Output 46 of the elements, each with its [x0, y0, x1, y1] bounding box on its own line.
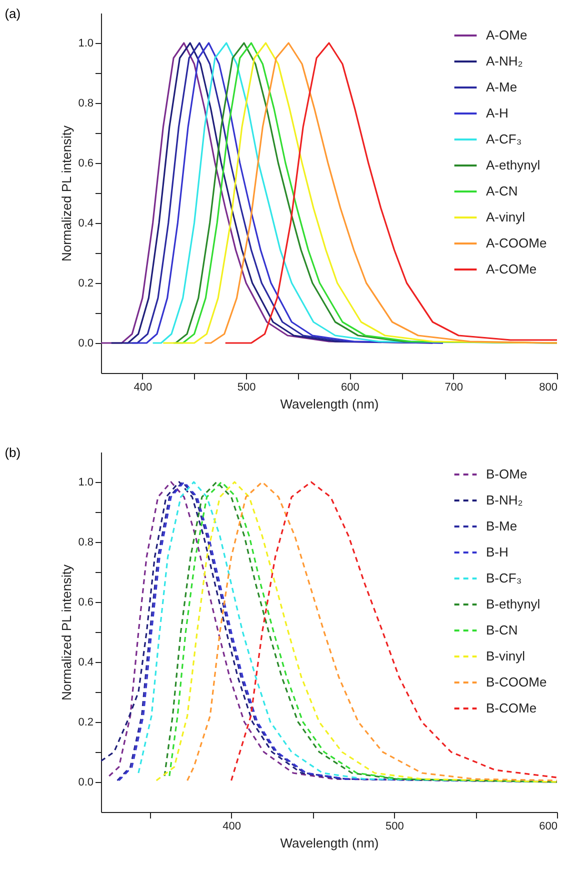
legend-label: A-CF₃: [486, 132, 522, 146]
legend-label: B-vinyl: [486, 648, 526, 664]
chart-title: (a): [4, 6, 21, 21]
y-tick-label: 0.6: [78, 158, 94, 170]
y-tick-label: 0.0: [78, 776, 94, 788]
x-tick-label: 700: [444, 382, 464, 394]
y-tick-label: 1.0: [78, 476, 94, 488]
x-tick-label: 600: [341, 382, 360, 394]
y-tick-label: 0.0: [78, 338, 94, 350]
legend-label: A-NH₂: [486, 54, 523, 68]
y-tick-label: 0.8: [78, 536, 94, 548]
chart-title: (b): [4, 445, 21, 460]
legend-label: B-ethynyl: [486, 596, 540, 612]
x-tick-label: 400: [134, 382, 152, 394]
legend-label: A-ethynyl: [486, 158, 540, 172]
legend-label: A-Me: [486, 80, 518, 94]
y-tick-label: 0.4: [78, 656, 94, 668]
legend-label: B-H: [486, 544, 508, 560]
x-tick-label: 500: [385, 820, 404, 832]
y-tick-label: 0.4: [78, 218, 94, 230]
legend-label: A-OMe: [486, 28, 528, 42]
x-axis-title: Wavelength (nm): [280, 836, 379, 850]
x-tick-label: 600: [539, 820, 558, 832]
legend-label: B-CN: [486, 622, 518, 638]
x-axis-title: Wavelength (nm): [280, 396, 379, 412]
y-tick-label: 1.0: [78, 38, 94, 50]
y-tick-label: 0.2: [78, 716, 94, 728]
y-tick-label: 0.8: [78, 98, 94, 110]
legend-label: A-H: [486, 106, 508, 120]
x-tick-label: 400: [222, 820, 241, 832]
legend-label: A-COMe: [486, 262, 537, 276]
legend-label: B-COOMe: [486, 674, 547, 690]
legend-label: B-OMe: [486, 466, 528, 482]
y-tick-label: 0.2: [78, 278, 94, 290]
legend-label: A-vinyl: [486, 210, 526, 224]
legend-label: B-CF₃: [486, 570, 522, 586]
legend-label: B-NH₂: [486, 492, 523, 508]
y-tick-label: 0.6: [78, 596, 94, 608]
legend-label: B-COMe: [486, 700, 537, 716]
x-tick-label: 800: [539, 382, 558, 394]
legend-label: B-Me: [486, 518, 518, 534]
legend-label: A-COOMe: [486, 236, 547, 250]
y-axis-title: Normalized PL intensity: [59, 564, 74, 701]
y-axis-title: Normalized PL intensity: [59, 124, 74, 262]
legend-label: A-CN: [486, 184, 518, 198]
x-tick-label: 500: [237, 382, 256, 394]
